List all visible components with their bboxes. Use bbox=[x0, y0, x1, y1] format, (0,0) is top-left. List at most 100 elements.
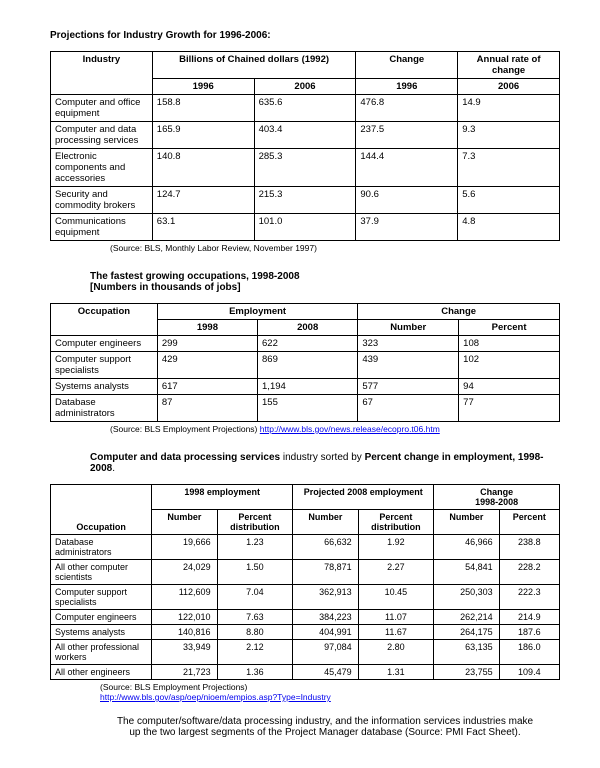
cell-cn: 23,755 bbox=[434, 665, 499, 680]
cell-name: Database administrators bbox=[51, 535, 152, 560]
cell-name: Computer engineers bbox=[51, 336, 158, 352]
cell-2008: 869 bbox=[258, 352, 358, 379]
cell-p2: 1.31 bbox=[358, 665, 434, 680]
t1-h-1996: 1996 bbox=[152, 79, 254, 95]
cell-name: All other engineers bbox=[51, 665, 152, 680]
table-3: Occupation 1998 employment Projected 200… bbox=[50, 484, 560, 680]
cell-1998: 429 bbox=[157, 352, 257, 379]
cell-p1: 1.23 bbox=[217, 535, 293, 560]
cell-2006: 215.3 bbox=[254, 187, 356, 214]
cell-name: All other professional workers bbox=[51, 640, 152, 665]
cell-pct: 94 bbox=[459, 379, 560, 395]
cell-name: Database administrators bbox=[51, 395, 158, 422]
table-row: All other professional workers33,9492.12… bbox=[51, 640, 560, 665]
table-row: Systems analysts140,8168.80404,99111.672… bbox=[51, 625, 560, 640]
cell-rate: 9.3 bbox=[458, 122, 560, 149]
table-row: Security and commodity brokers124.7215.3… bbox=[51, 187, 560, 214]
t1-h-rate-2006: 2006 bbox=[458, 79, 560, 95]
t3-h-cn: Number bbox=[434, 510, 499, 535]
table-row: Computer engineers299622323108 bbox=[51, 336, 560, 352]
t3-source-link[interactable]: http://www.bls.gov/asp/oep/nioem/empios.… bbox=[100, 692, 331, 702]
table-row: Systems analysts6171,19457794 bbox=[51, 379, 560, 395]
cell-name: Computer support specialists bbox=[51, 585, 152, 610]
cell-p2: 11.67 bbox=[358, 625, 434, 640]
table-row: Computer support specialists112,6097.043… bbox=[51, 585, 560, 610]
cell-name: Computer and data processing services bbox=[51, 122, 153, 149]
cell-num: 67 bbox=[358, 395, 459, 422]
section3-title-d: . bbox=[112, 463, 115, 474]
cell-n1: 19,666 bbox=[152, 535, 217, 560]
cell-rate: 4.8 bbox=[458, 214, 560, 241]
cell-cp: 238.8 bbox=[499, 535, 559, 560]
cell-name: Systems analysts bbox=[51, 625, 152, 640]
cell-name: Computer support specialists bbox=[51, 352, 158, 379]
cell-chg: 476.8 bbox=[356, 95, 458, 122]
t1-h-annual: Annual rate of change bbox=[458, 52, 560, 79]
cell-cp: 214.9 bbox=[499, 610, 559, 625]
cell-name: Computer engineers bbox=[51, 610, 152, 625]
closing-paragraph: The computer/software/data processing in… bbox=[110, 716, 540, 738]
t2-source-link[interactable]: http://www.bls.gov/news.release/ecopro.t… bbox=[260, 424, 440, 434]
cell-cp: 228.2 bbox=[499, 560, 559, 585]
t1-h-billions: Billions of Chained dollars (1992) bbox=[152, 52, 356, 79]
table-2: Occupation Employment Change 1998 2008 N… bbox=[50, 303, 560, 422]
t1-source: (Source: BLS, Monthly Labor Review, Nove… bbox=[110, 243, 560, 253]
cell-name: Electronic components and accessories bbox=[51, 149, 153, 187]
cell-1996: 124.7 bbox=[152, 187, 254, 214]
table-row: All other computer scientists24,0291.507… bbox=[51, 560, 560, 585]
t1-h-change: Change bbox=[356, 52, 458, 79]
cell-n2: 384,223 bbox=[293, 610, 358, 625]
t3-h-n1: Number bbox=[152, 510, 217, 535]
cell-p1: 1.50 bbox=[217, 560, 293, 585]
cell-rate: 14.9 bbox=[458, 95, 560, 122]
cell-cn: 264,175 bbox=[434, 625, 499, 640]
cell-n1: 24,029 bbox=[152, 560, 217, 585]
cell-p1: 7.63 bbox=[217, 610, 293, 625]
section3-title: Computer and data processing services in… bbox=[90, 452, 560, 474]
cell-n1: 112,609 bbox=[152, 585, 217, 610]
section2-title: The fastest growing occupations, 1998-20… bbox=[90, 271, 560, 293]
cell-num: 439 bbox=[358, 352, 459, 379]
cell-p2: 1.92 bbox=[358, 535, 434, 560]
cell-p2: 2.80 bbox=[358, 640, 434, 665]
cell-n2: 78,871 bbox=[293, 560, 358, 585]
t3-h-cp: Percent bbox=[499, 510, 559, 535]
table-row: Communications equipment63.1101.037.94.8 bbox=[51, 214, 560, 241]
cell-1998: 299 bbox=[157, 336, 257, 352]
cell-cp: 186.0 bbox=[499, 640, 559, 665]
cell-cn: 262,214 bbox=[434, 610, 499, 625]
table-row: Database administrators871556777 bbox=[51, 395, 560, 422]
cell-cp: 109.4 bbox=[499, 665, 559, 680]
t2-h-change: Change bbox=[358, 304, 560, 320]
cell-2008: 1,194 bbox=[258, 379, 358, 395]
cell-p2: 2.27 bbox=[358, 560, 434, 585]
t2-source: (Source: BLS Employment Projections) htt… bbox=[110, 424, 560, 434]
cell-p1: 2.12 bbox=[217, 640, 293, 665]
cell-pct: 102 bbox=[459, 352, 560, 379]
table-row: Computer and data processing services165… bbox=[51, 122, 560, 149]
cell-2008: 155 bbox=[258, 395, 358, 422]
cell-cn: 63,135 bbox=[434, 640, 499, 665]
cell-cp: 187.6 bbox=[499, 625, 559, 640]
cell-cn: 46,966 bbox=[434, 535, 499, 560]
cell-p1: 7.04 bbox=[217, 585, 293, 610]
cell-n2: 404,991 bbox=[293, 625, 358, 640]
cell-name: Computer and office equipment bbox=[51, 95, 153, 122]
cell-n1: 33,949 bbox=[152, 640, 217, 665]
t3-source-text: (Source: BLS Employment Projections) bbox=[100, 682, 247, 692]
t1-h-industry: Industry bbox=[51, 52, 153, 95]
table-row: All other engineers21,7231.3645,4791.312… bbox=[51, 665, 560, 680]
cell-cn: 250,303 bbox=[434, 585, 499, 610]
table-1: Industry Billions of Chained dollars (19… bbox=[50, 51, 560, 241]
cell-p2: 11.07 bbox=[358, 610, 434, 625]
cell-chg: 37.9 bbox=[356, 214, 458, 241]
table-row: Electronic components and accessories140… bbox=[51, 149, 560, 187]
t2-h-2008: 2008 bbox=[258, 320, 358, 336]
cell-n1: 122,010 bbox=[152, 610, 217, 625]
t2-h-employment: Employment bbox=[157, 304, 357, 320]
t1-h-2006: 2006 bbox=[254, 79, 356, 95]
cell-2006: 101.0 bbox=[254, 214, 356, 241]
section2-title-line2: [Numbers in thousands of jobs] bbox=[90, 282, 241, 293]
t2-h-number: Number bbox=[358, 320, 459, 336]
t3-h-p1: Percentdistribution bbox=[217, 510, 293, 535]
